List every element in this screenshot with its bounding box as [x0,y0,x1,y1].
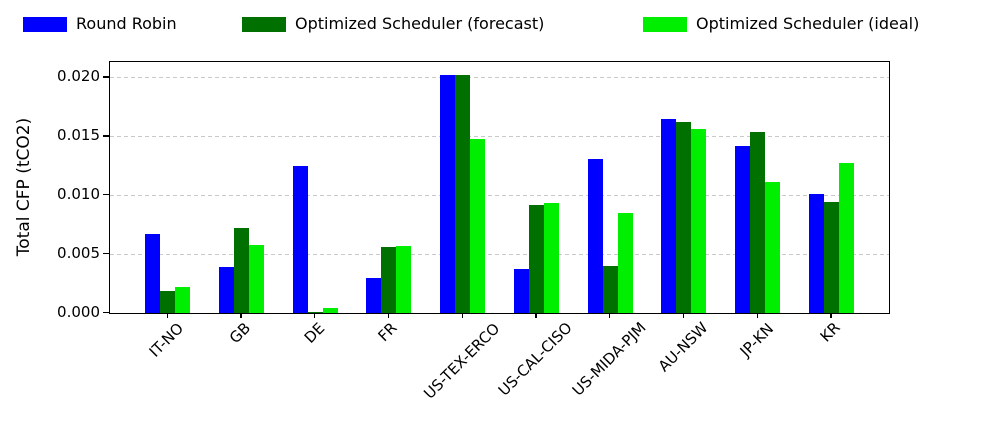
bar-US-CAL-CISO-ideal [543,203,559,313]
bar-FR-round-robin [366,277,382,313]
legend-item-round-robin: Round Robin [23,12,177,36]
gridline-0.015 [110,136,889,138]
gridline-0.005 [110,254,889,256]
bar-AU-NSW-ideal [691,129,707,313]
gridline-0.010 [110,195,889,197]
bar-KR-forecast [823,202,839,313]
x-tick-label-DE: DE [300,318,328,347]
x-tick-label-IT-NO: IT-NO [145,319,188,361]
x-tick-label-US-TEX-ERCO: US-TEX-ERCO [419,319,503,403]
x-tick-mark [756,313,758,318]
x-tick-mark [830,313,832,318]
x-tick-mark [240,313,242,318]
x-tick-mark [461,313,463,318]
y-tick-mark [103,253,109,255]
bar-US-TEX-ERCO-ideal [470,138,486,313]
bar-FR-ideal [396,245,412,313]
y-tick-mark [103,194,109,196]
gridline-0.020 [110,77,889,79]
legend-label-round-robin: Round Robin [76,14,177,33]
legend-swatch-optimized-ideal [643,16,687,32]
y-tick-label: 0.010 [57,185,100,204]
x-tick-label-KR: KR [817,318,845,346]
y-tick-label: 0.000 [57,303,100,321]
y-tick-mark [103,76,109,78]
x-tick-mark [682,313,685,318]
bar-GB-ideal [248,244,264,313]
legend-item-optimized-ideal: Optimized Scheduler (ideal) [643,12,919,36]
bar-US-MIDA-PJM-forecast [602,265,618,313]
bar-IT-NO-forecast [160,290,176,313]
bar-JP-KN-forecast [750,131,766,313]
bar-JP-KN-round-robin [735,145,751,313]
bar-IT-NO-round-robin [145,234,161,313]
x-tick-label-GB: GB [226,319,255,348]
bar-US-TEX-ERCO-forecast [455,74,471,313]
bar-DE-ideal [322,308,338,313]
bar-IT-NO-ideal [175,287,191,313]
x-tick-mark [387,313,390,318]
y-tick-mark [103,312,109,314]
bar-US-CAL-CISO-round-robin [513,269,529,313]
y-tick-label: 0.020 [57,67,100,86]
bar-US-MIDA-PJM-ideal [617,212,633,313]
x-tick-label-US-MIDA-PJM: US-MIDA-PJM [568,318,650,400]
bar-US-MIDA-PJM-round-robin [587,158,603,313]
y-tick-label: 0.015 [57,126,100,145]
bar-GB-forecast [233,228,249,313]
x-tick-mark [535,313,537,318]
bar-JP-KN-ideal [765,182,781,313]
bar-AU-NSW-forecast [676,122,692,313]
bar-DE-forecast [307,311,323,313]
bar-US-TEX-ERCO-round-robin [440,74,456,313]
bar-GB-round-robin [218,267,234,313]
x-tick-label-AU-NSW: AU-NSW [654,318,712,376]
legend-label-optimized-ideal: Optimized Scheduler (ideal) [696,14,920,33]
plot-area [109,61,890,314]
y-tick-label: 0.005 [57,244,100,263]
bar-KR-ideal [838,163,854,313]
x-tick-mark [314,313,316,318]
bar-DE-round-robin [292,165,308,313]
bar-US-CAL-CISO-forecast [528,204,544,313]
x-tick-label-FR: FR [374,318,401,346]
x-tick-mark [609,313,611,318]
x-tick-mark [166,313,168,318]
bar-FR-forecast [381,247,397,313]
legend-swatch-round-robin [23,16,67,32]
bar-KR-round-robin [808,193,824,313]
bar-AU-NSW-round-robin [661,118,677,313]
legend-item-optimized-forecast: Optimized Scheduler (forecast) [242,12,544,36]
legend-label-optimized-forecast: Optimized Scheduler (forecast) [295,14,545,33]
y-tick-mark [103,135,109,137]
legend-swatch-optimized-forecast [242,16,286,32]
x-tick-label-US-CAL-CISO: US-CAL-CISO [495,318,577,400]
x-tick-label-JP-KN: JP-KN [736,319,777,360]
